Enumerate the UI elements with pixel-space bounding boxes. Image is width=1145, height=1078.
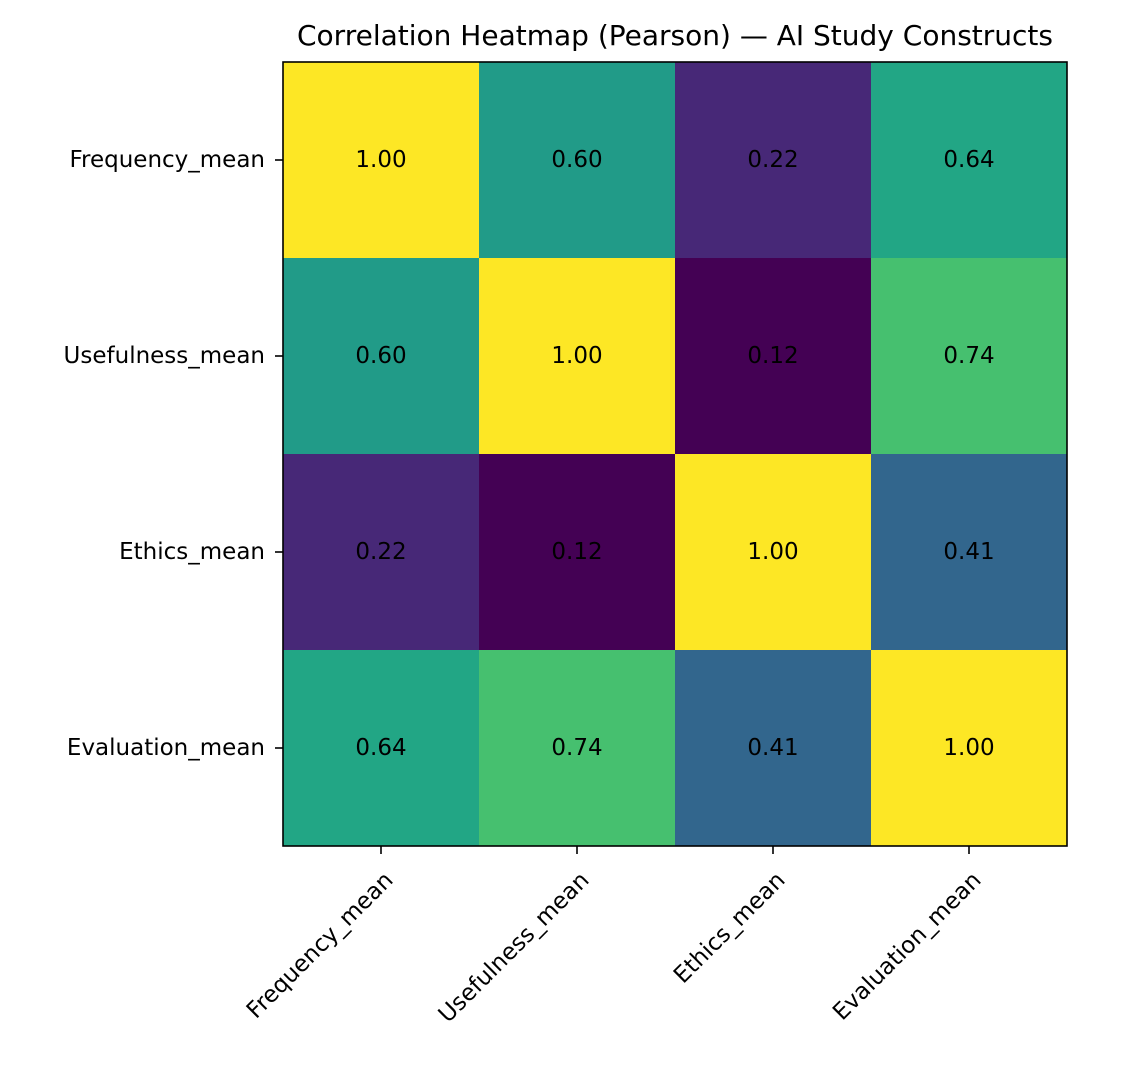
heatmap-cell (675, 454, 872, 651)
heatmap-cell (283, 62, 480, 259)
heatmap-cell-value: 0.41 (747, 735, 798, 761)
y-tick-label: Usefulness_mean (64, 343, 265, 369)
heatmap-cell (871, 650, 1068, 847)
heatmap-cell (283, 258, 480, 455)
heatmap-cell-value: 0.60 (355, 343, 406, 369)
heatmap-cell (479, 650, 676, 847)
heatmap-cell-value: 0.74 (551, 735, 602, 761)
x-axis: Frequency_mean Usefulness_mean Ethics_mean… (242, 846, 987, 1028)
heatmap-cell (871, 258, 1068, 455)
heatmap-cell (479, 258, 676, 455)
heatmap-cell-value: 0.74 (943, 343, 994, 369)
heatmap-cell (479, 62, 676, 259)
heatmap-cell (283, 650, 480, 847)
y-tick-label: Frequency_mean (69, 147, 265, 173)
heatmap-cell-value: 1.00 (943, 735, 994, 761)
heatmap-cell (871, 454, 1068, 651)
heatmap-cell (479, 454, 676, 651)
x-tick-label: Frequency_mean (242, 867, 399, 1024)
y-axis: Frequency_mean Usefulness_mean Ethics_mean… (64, 147, 283, 761)
chart-title: Correlation Heatmap (Pearson) — AI Study… (297, 19, 1053, 52)
heatmap-cell-value: 0.12 (551, 539, 602, 565)
heatmap-cell-value: 0.22 (747, 147, 798, 173)
heatmap-cell-value: 1.00 (747, 539, 798, 565)
heatmap-cell (675, 62, 872, 259)
plot-frame (282, 61, 1068, 847)
heatmap-cell-value: 0.64 (943, 147, 994, 173)
y-tick-label: Ethics_mean (119, 539, 265, 565)
x-tick-label: Evaluation_mean (828, 867, 986, 1025)
heatmap-cell (675, 650, 872, 847)
heatmap-cell-value: 0.64 (355, 735, 406, 761)
heatmap-cell (283, 454, 480, 651)
heatmap-cell-value: 1.00 (355, 147, 406, 173)
heatmap-cell-value: 0.12 (747, 343, 798, 369)
x-tick-label: Usefulness_mean (434, 867, 595, 1028)
heatmap-cell (675, 258, 872, 455)
heatmap-cell (871, 62, 1068, 259)
heatmap-cell-labels: 1.00 0.60 0.22 0.64 0.60 1.00 0.12 0.74 0.22 0.12… (355, 147, 994, 761)
heatmap-cell-value: 1.00 (551, 343, 602, 369)
heatmap-cell-value: 0.41 (943, 539, 994, 565)
heatmap-cells (283, 62, 1068, 847)
heatmap-cell-value: 0.22 (355, 539, 406, 565)
heatmap-cell-value: 0.60 (551, 147, 602, 173)
y-tick-label: Evaluation_mean (67, 735, 265, 761)
x-tick-label: Ethics_mean (669, 867, 791, 989)
